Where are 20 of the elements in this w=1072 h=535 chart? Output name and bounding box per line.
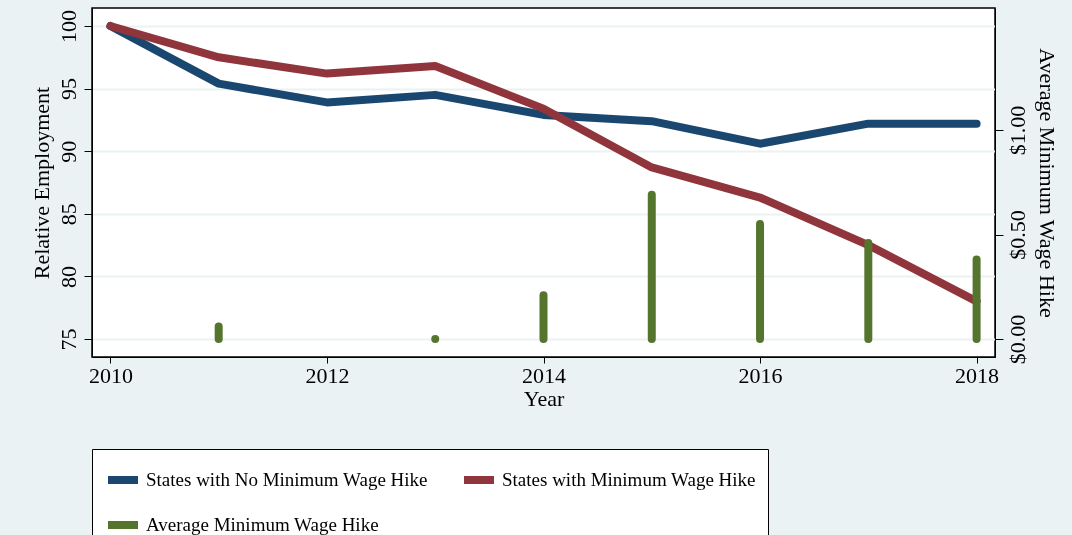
y-tick-label: 75 — [55, 328, 81, 351]
x-tick-label: 2018 — [955, 362, 1000, 388]
y2-tick-label: $1.00 — [1004, 105, 1030, 156]
x-axis-title: Year — [523, 385, 565, 411]
x-tick-label: 2010 — [88, 362, 133, 388]
y-tick-label: 80 — [55, 265, 81, 288]
y2-tick-label: $0.50 — [1004, 210, 1030, 260]
y-tick-label: 95 — [55, 78, 81, 101]
y2-axis-title: Average Minimum Wage Hike — [1034, 48, 1060, 318]
y-tick-label: 85 — [55, 203, 81, 226]
legend-label: Average Minimum Wage Hike — [146, 514, 379, 535]
x-tick-label: 2014 — [522, 362, 566, 388]
y-axis-title: Relative Employment — [28, 86, 54, 280]
x-tick-label: 2012 — [305, 362, 350, 388]
legend-label: States with Minimum Wage Hike — [502, 469, 756, 490]
y-tick-label: 100 — [55, 10, 81, 44]
x-tick-label: 2016 — [738, 362, 783, 388]
legend-label: States with No Minimum Wage Hike — [146, 469, 428, 490]
y-tick-label: 90 — [55, 140, 81, 163]
y2-tick-label: $0.00 — [1004, 314, 1030, 365]
